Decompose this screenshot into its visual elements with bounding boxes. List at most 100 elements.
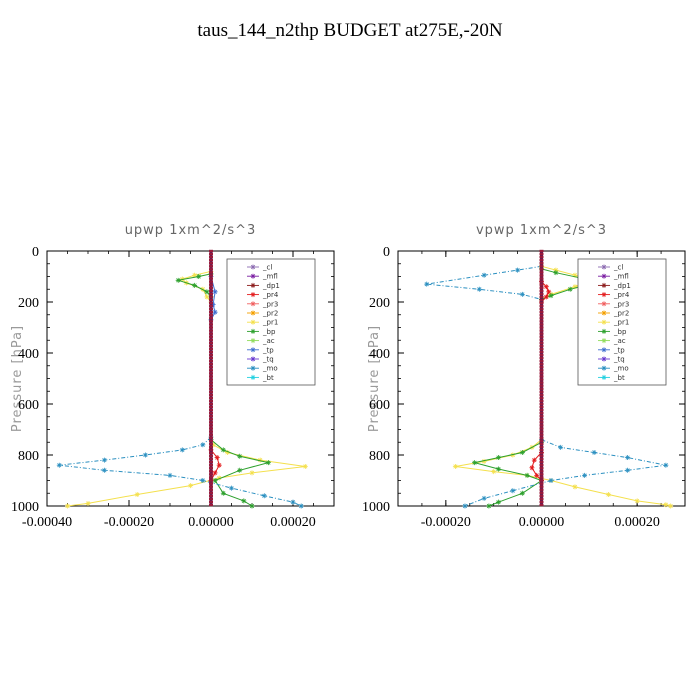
zero-profile-marker (539, 280, 544, 283)
zero-profile-marker (539, 252, 544, 256)
zero-profile-marker (539, 314, 544, 317)
zero-profile-marker (209, 430, 213, 433)
zero-profile-marker (539, 430, 544, 433)
zero-profile-marker (209, 314, 213, 317)
zero-profile-marker (539, 359, 544, 363)
legend-entry: _dp1 (262, 282, 280, 290)
legend-entry: _tq (613, 356, 625, 364)
zero-profile-marker (209, 421, 213, 424)
zero-profile-marker (539, 448, 544, 452)
legend-marker (601, 328, 607, 334)
zero-profile-marker (209, 252, 213, 256)
zero-profile-marker (209, 488, 213, 491)
panel-1-ylabel: Pressure [hPa] (10, 325, 25, 432)
panel-2: vpwp 1xm^2/s^3 Pressure [hPa] 0 200 400 600 80… (362, 223, 686, 530)
legend-marker (601, 264, 607, 270)
zero-profile-marker (209, 457, 213, 461)
zero-profile-marker (539, 363, 544, 366)
zero-profile-marker (539, 335, 544, 338)
series-mo-point (481, 495, 487, 501)
legend-entry: _pr1 (262, 319, 278, 327)
zero-profile-marker (209, 249, 213, 253)
zero-profile-marker (209, 307, 213, 311)
series-pr1-point (481, 458, 487, 464)
zero-profile-marker (209, 399, 213, 403)
series-pr4-point (531, 457, 537, 463)
legend-entry: _tq (262, 356, 274, 364)
series-pr4-point (529, 465, 535, 471)
legend-entry: _tp (262, 346, 274, 354)
series-pr1-point (553, 267, 559, 273)
series-pr4-point (216, 462, 222, 468)
zero-profile-marker (539, 301, 544, 305)
series-bp-point (220, 447, 226, 453)
series-pr4-point (214, 455, 220, 461)
zero-profile-marker (539, 457, 544, 461)
series-pr1-point (668, 503, 674, 509)
legend-entry: _mfl (613, 273, 629, 281)
zero-profile-marker (209, 369, 213, 372)
zero-profile-marker (539, 396, 544, 400)
zero-profile-marker (209, 390, 213, 393)
legend-entry: _pr4 (262, 291, 279, 299)
zero-profile-marker (209, 418, 213, 421)
zero-profile-marker (209, 258, 213, 262)
zero-profile-marker (539, 289, 544, 292)
zero-profile-marker (539, 341, 544, 344)
zero-profile-marker (209, 424, 213, 427)
zero-profile-marker (209, 255, 213, 259)
zero-profile-marker (539, 283, 544, 286)
zero-profile-marker (209, 271, 213, 274)
zero-profile-marker (209, 353, 213, 357)
zero-profile-marker (209, 384, 213, 387)
series-bp-point (519, 449, 525, 455)
zero-profile-marker (209, 482, 213, 485)
x-tick-label: -0.00020 (104, 515, 154, 530)
zero-profile-marker (209, 280, 213, 283)
zero-profile-marker (209, 332, 213, 335)
series-pr1-line (455, 439, 671, 507)
zero-profile-marker (209, 320, 213, 323)
series-pr1-point (216, 475, 222, 481)
series-bp-point (237, 453, 243, 459)
zero-profile-marker (539, 476, 544, 479)
y-tick-label: 200 (369, 296, 390, 311)
x-tick-label: 0.00020 (614, 515, 660, 530)
panel-1: upwp 1xm^2/s^3 Pressure [hPa] 0 200 400 600 80… (10, 223, 335, 530)
series-bp-line (474, 441, 543, 507)
zero-profile-marker (209, 494, 213, 497)
zero-profile-marker (209, 295, 213, 299)
zero-profile-marker (209, 378, 213, 381)
zero-profile-marker (209, 311, 213, 314)
zero-profile-marker (539, 258, 544, 262)
zero-profile-marker (539, 488, 544, 491)
legend-entry: _pr2 (613, 310, 629, 318)
series-mo-point (515, 267, 521, 273)
zero-profile-marker (539, 274, 544, 277)
legend-entry: _bp (262, 328, 276, 336)
zero-profile-marker (209, 454, 213, 458)
zero-profile-marker (539, 387, 544, 390)
series-pr4-point (546, 289, 552, 295)
zero-profile-marker (209, 411, 213, 415)
series-mo-point (558, 444, 564, 450)
series-mo-point (548, 478, 554, 483)
zero-profile-marker (539, 497, 544, 501)
zero-profile-marker (539, 366, 544, 369)
series-pr4-point (534, 472, 540, 478)
series-pr1-point (634, 498, 640, 504)
series-mo-point (462, 503, 468, 509)
zero-profile-marker (209, 451, 213, 455)
zero-profile-marker (539, 467, 544, 470)
zero-profile-marker (209, 460, 213, 464)
zero-profile-marker (209, 277, 213, 280)
zero-profile-marker (209, 439, 213, 442)
legend-entry: _pr3 (262, 300, 278, 308)
zero-profile-marker (209, 341, 213, 344)
zero-profile-marker (539, 408, 544, 412)
legend-marker (250, 347, 256, 353)
zero-profile-marker (209, 338, 213, 341)
series-pr1-point (210, 442, 216, 448)
zero-profile-marker (209, 427, 213, 430)
